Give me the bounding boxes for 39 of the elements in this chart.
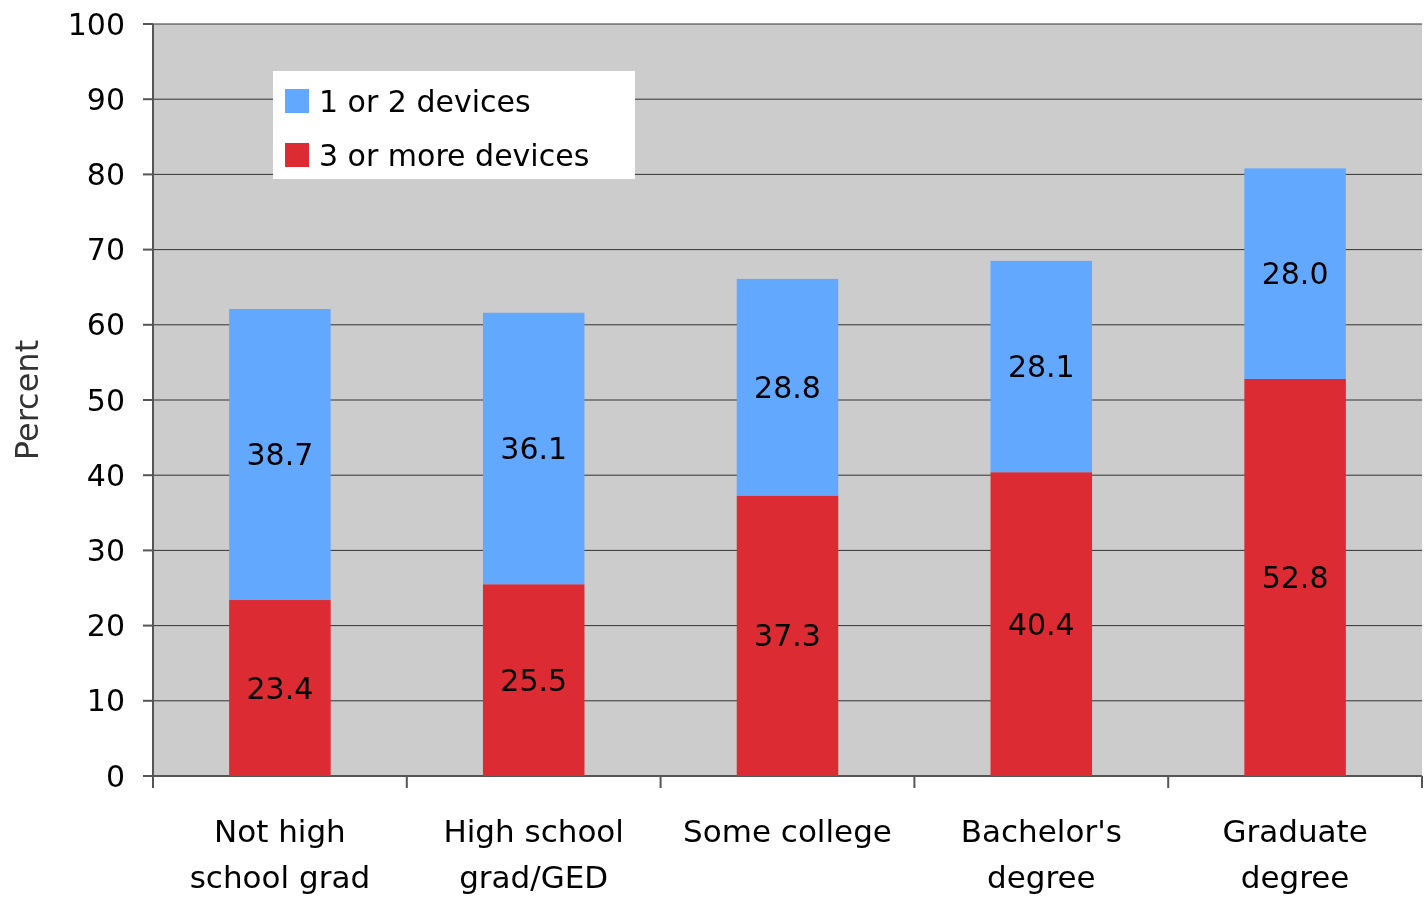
- bar: [736, 278, 839, 496]
- y-tick-label: 40: [86, 457, 125, 493]
- data-label: 23.4: [246, 670, 314, 706]
- bar: [736, 495, 839, 776]
- bar: [990, 472, 1093, 776]
- bar: [229, 600, 331, 776]
- x-tick-label: Bachelor's degree: [960, 813, 1122, 895]
- data-label: 37.3: [754, 618, 821, 654]
- data-label: 52.8: [1261, 559, 1329, 595]
- y-tick-label: 30: [86, 532, 125, 568]
- data-label: 40.4: [1007, 606, 1075, 642]
- y-tick-label: 20: [86, 608, 125, 644]
- y-tick-label: 0: [105, 758, 125, 794]
- legend-label: 3 or more devices: [319, 137, 590, 173]
- y-tick-label: 10: [86, 683, 125, 719]
- data-label: 28.0: [1261, 256, 1329, 292]
- y-axis-title: Percent: [8, 339, 46, 461]
- y-tick-label: 50: [86, 382, 125, 418]
- x-tick-label: Not high school grad: [189, 813, 371, 895]
- y-tick-label: 90: [86, 81, 125, 117]
- bar: [1244, 378, 1346, 776]
- legend-label: 1 or 2 devices: [319, 83, 531, 119]
- bar: [482, 584, 585, 776]
- x-tick-label: Graduate degree: [1222, 813, 1368, 895]
- y-tick-label: 70: [86, 232, 125, 268]
- bar: [1244, 168, 1346, 379]
- data-label: 28.1: [1007, 349, 1075, 385]
- data-label: 38.7: [246, 437, 314, 473]
- bar: [482, 312, 585, 585]
- x-tick-label: High school grad/GED: [443, 813, 624, 895]
- data-label: 28.8: [754, 369, 821, 405]
- bar: [229, 309, 331, 601]
- x-tick-label: Some college: [683, 813, 892, 849]
- data-label: 25.5: [500, 662, 568, 698]
- y-tick-label: 60: [86, 307, 125, 343]
- y-tick-label: 100: [67, 6, 125, 42]
- data-label: 36.1: [500, 431, 568, 466]
- y-tick-label: 80: [86, 156, 125, 192]
- bar: [990, 260, 1093, 473]
